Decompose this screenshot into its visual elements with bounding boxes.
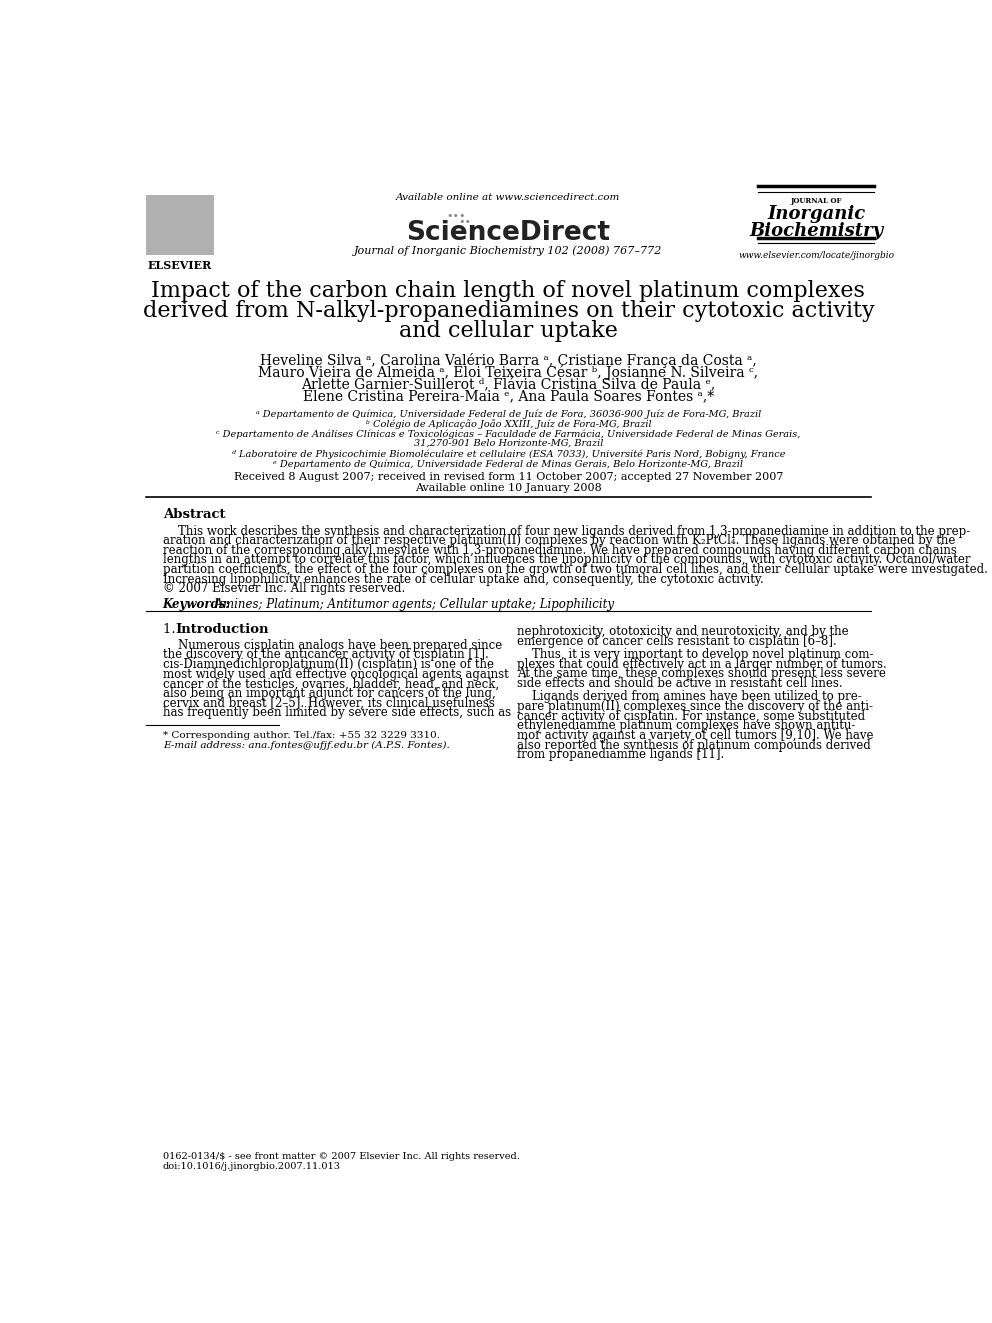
Text: Increasing lipophilicity enhances the rate of cellular uptake and, consequently,: Increasing lipophilicity enhances the ra…	[163, 573, 764, 586]
Text: This work describes the synthesis and characterization of four new ligands deriv: This work describes the synthesis and ch…	[163, 524, 970, 537]
Text: mor activity against a variety of cell tumors [9,10]. We have: mor activity against a variety of cell t…	[517, 729, 873, 742]
Text: ELSEVIER: ELSEVIER	[148, 261, 212, 271]
Text: and cellular uptake: and cellular uptake	[399, 320, 618, 343]
Text: Introduction: Introduction	[176, 623, 269, 636]
Text: cervix and breast [2–5]. However, its clinical usefulness: cervix and breast [2–5]. However, its cl…	[163, 697, 495, 709]
Text: Arlette Garnier-Suillerot ᵈ, Flávia Cristina Silva de Paula ᵉ,: Arlette Garnier-Suillerot ᵈ, Flávia Cris…	[302, 377, 715, 392]
Text: nephrotoxicity, ototoxicity and neurotoxicity, and by the: nephrotoxicity, ototoxicity and neurotox…	[517, 624, 848, 638]
Text: Heveline Silva ᵃ, Carolina Valério Barra ᵃ, Cristiane França da Costa ᵃ,: Heveline Silva ᵃ, Carolina Valério Barra…	[260, 353, 757, 368]
Text: also reported the synthesis of platinum compounds derived: also reported the synthesis of platinum …	[517, 738, 871, 751]
Text: from propanediamine ligands [11].: from propanediamine ligands [11].	[517, 749, 724, 761]
Text: Mauro Vieira de Almeida ᵃ, Eloi Teixeira César ᵇ, Josianne N. Silveira ᶜ,: Mauro Vieira de Almeida ᵃ, Eloi Teixeira…	[258, 365, 759, 380]
Text: Available online 10 January 2008: Available online 10 January 2008	[415, 483, 602, 493]
Text: lengths in an attempt to correlate this factor, which influences the lipophilici: lengths in an attempt to correlate this …	[163, 553, 970, 566]
Text: 1.: 1.	[163, 623, 180, 636]
Text: 0162-0134/$ - see front matter © 2007 Elsevier Inc. All rights reserved.: 0162-0134/$ - see front matter © 2007 El…	[163, 1152, 520, 1162]
Text: •••: •••	[446, 212, 465, 221]
Text: the discovery of the anticancer activity of cisplatin [1].: the discovery of the anticancer activity…	[163, 648, 488, 662]
Text: ᵈ Laboratoire de Physicochimie Biomoléculaire et cellulaire (ESA 7033), Universi: ᵈ Laboratoire de Physicochimie Biomolécu…	[232, 448, 785, 459]
Text: reaction of the corresponding alkyl mesylate with 1,3-propanediamine. We have pr: reaction of the corresponding alkyl mesy…	[163, 544, 956, 557]
Text: emergence of cancer cells resistant to cisplatin [6–8].: emergence of cancer cells resistant to c…	[517, 635, 836, 648]
Text: derived from N-alkyl-propanediamines on their cytotoxic activity: derived from N-alkyl-propanediamines on …	[143, 300, 874, 323]
Text: Thus, it is very important to develop novel platinum com-: Thus, it is very important to develop no…	[517, 648, 873, 662]
Text: ••: ••	[458, 217, 471, 226]
Text: Ligands derived from amines have been utilized to pre-: Ligands derived from amines have been ut…	[517, 691, 862, 704]
Text: ethylenediamine platinum complexes have shown antitu-: ethylenediamine platinum complexes have …	[517, 720, 855, 733]
Text: has frequently been limited by severe side effects, such as: has frequently been limited by severe si…	[163, 706, 511, 720]
Text: cancer activity of cisplatin. For instance, some substituted: cancer activity of cisplatin. For instan…	[517, 709, 865, 722]
Text: also being an important adjunct for cancers of the lung,: also being an important adjunct for canc…	[163, 687, 495, 700]
Text: ᵇ Colégio de Aplicação João XXIII, Juíz de Fora-MG, Brazil: ᵇ Colégio de Aplicação João XXIII, Juíz …	[366, 419, 651, 429]
Text: Biochemistry: Biochemistry	[749, 222, 883, 239]
Text: ScienceDirect: ScienceDirect	[407, 221, 610, 246]
Text: ᵉ Departamento de Química, Universidade Federal de Minas Gerais, Belo Horizonte-: ᵉ Departamento de Química, Universidade …	[274, 459, 743, 468]
Text: Impact of the carbon chain length of novel platinum complexes: Impact of the carbon chain length of nov…	[152, 280, 865, 303]
Text: pare platinum(II) complexes since the discovery of the anti-: pare platinum(II) complexes since the di…	[517, 700, 873, 713]
Text: E-mail address: ana.fontes@ufjf.edu.br (A.P.S. Fontes).: E-mail address: ana.fontes@ufjf.edu.br (…	[163, 741, 449, 750]
Text: partition coefficients, the effect of the four complexes on the growth of two tu: partition coefficients, the effect of th…	[163, 564, 988, 576]
Text: Abstract: Abstract	[163, 508, 225, 520]
Bar	[146, 194, 214, 255]
Text: * Corresponding author. Tel./fax: +55 32 3229 3310.: * Corresponding author. Tel./fax: +55 32…	[163, 732, 439, 741]
Text: Elene Cristina Pereira-Maia ᵉ, Ana Paula Soares Fontes ᵃ,*: Elene Cristina Pereira-Maia ᵉ, Ana Paula…	[303, 390, 714, 404]
Text: Keywords:: Keywords:	[163, 598, 230, 611]
Text: aration and characterization of their respective platinum(II) complexes by react: aration and characterization of their re…	[163, 534, 955, 548]
Text: © 2007 Elsevier Inc. All rights reserved.: © 2007 Elsevier Inc. All rights reserved…	[163, 582, 405, 595]
Text: plexes that could effectively act in a larger number of tumors.: plexes that could effectively act in a l…	[517, 658, 887, 671]
Text: Numerous cisplatin analogs have been prepared since: Numerous cisplatin analogs have been pre…	[163, 639, 502, 652]
Text: most widely used and effective oncological agents against: most widely used and effective oncologic…	[163, 668, 509, 681]
Text: www.elsevier.com/locate/jinorgbio: www.elsevier.com/locate/jinorgbio	[738, 251, 894, 261]
Text: side effects and should be active in resistant cell lines.: side effects and should be active in res…	[517, 677, 842, 691]
Text: Amines; Platinum; Antitumor agents; Cellular uptake; Lipophilicity: Amines; Platinum; Antitumor agents; Cell…	[207, 598, 614, 611]
Text: cancer of the testicles, ovaries, bladder, head, and neck,: cancer of the testicles, ovaries, bladde…	[163, 677, 499, 691]
Text: Inorganic: Inorganic	[767, 205, 865, 224]
Text: At the same time, these complexes should present less severe: At the same time, these complexes should…	[517, 667, 886, 680]
Text: JOURNAL OF: JOURNAL OF	[791, 197, 842, 205]
Text: Available online at www.sciencedirect.com: Available online at www.sciencedirect.co…	[396, 193, 621, 201]
Text: Received 8 August 2007; received in revised form 11 October 2007; accepted 27 No: Received 8 August 2007; received in revi…	[234, 472, 783, 482]
Text: cis-Diaminedichloroplatinum(II) (cisplatin) is one of the: cis-Diaminedichloroplatinum(II) (cisplat…	[163, 658, 494, 671]
Text: Journal of Inorganic Biochemistry 102 (2008) 767–772: Journal of Inorganic Biochemistry 102 (2…	[354, 245, 663, 255]
Text: ᶜ Departamento de Análises Clínicas e Toxicológicas – Faculdade de Farmácia, Uni: ᶜ Departamento de Análises Clínicas e To…	[216, 429, 801, 438]
Text: 31,270-901 Belo Horizonte-MG, Brazil: 31,270-901 Belo Horizonte-MG, Brazil	[414, 439, 603, 448]
Text: ᵃ Departamento de Química, Universidade Federal de Juíz de Fora, 36036-900 Juíz : ᵃ Departamento de Química, Universidade …	[256, 409, 761, 418]
Text: doi:10.1016/j.jinorgbio.2007.11.013: doi:10.1016/j.jinorgbio.2007.11.013	[163, 1162, 340, 1171]
